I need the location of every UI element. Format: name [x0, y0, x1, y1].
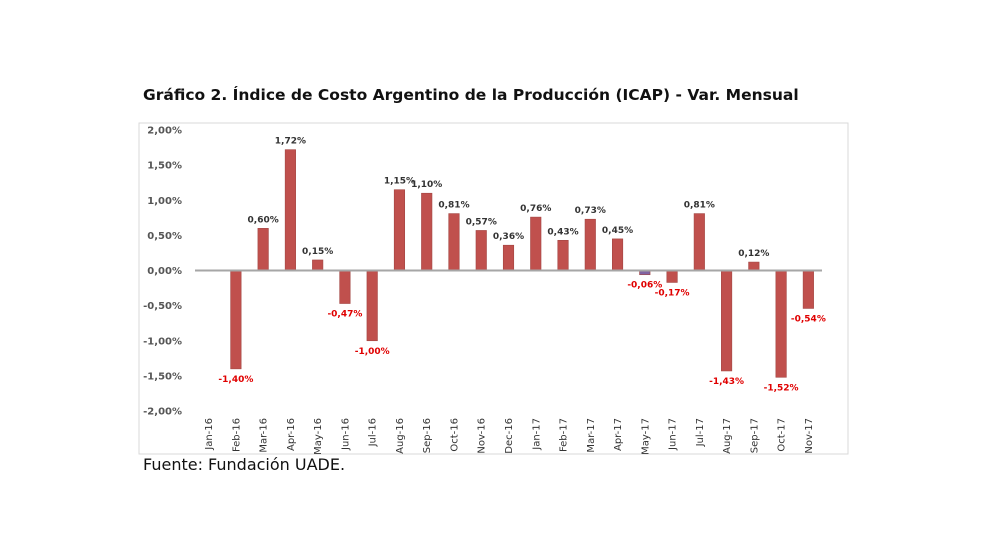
- x-tick-label: Mar-16: [259, 418, 270, 453]
- bar: [584, 218, 596, 271]
- x-tick-label: Aug-16: [395, 418, 406, 454]
- data-label: 0,57%: [466, 217, 497, 227]
- bar: [748, 261, 760, 271]
- bar: [339, 270, 351, 304]
- bar: [530, 216, 542, 271]
- data-labels: -1,40% 0,60% 1,72% 0,15% -0,47% -1,00% 1,15%1,…: [218, 137, 825, 394]
- bar: [312, 259, 324, 271]
- data-label: -0,17%: [655, 288, 690, 298]
- bar: [421, 192, 433, 271]
- x-tick-label: Nov-17: [804, 418, 815, 454]
- x-tick-label: Apr-16: [286, 418, 297, 451]
- x-tick-label: Dec-16: [504, 418, 515, 454]
- bar-series: [230, 149, 814, 378]
- x-tick-label: Sep-16: [422, 418, 433, 453]
- x-tick-label: Jul-16: [368, 418, 379, 447]
- bar: [366, 270, 378, 342]
- x-tick-label: Jan-16: [204, 418, 215, 451]
- data-label: 0,76%: [520, 204, 551, 214]
- x-tick-label: Oct-16: [449, 418, 460, 452]
- bar: [611, 238, 624, 271]
- bar: [284, 149, 296, 271]
- x-tick-label: May-16: [313, 418, 324, 455]
- data-label: -0,47%: [327, 310, 362, 320]
- y-tick-label: 0,50%: [147, 231, 182, 242]
- bar: [802, 270, 814, 309]
- bar: [666, 270, 678, 283]
- bar: [502, 244, 515, 271]
- data-label: -1,52%: [764, 383, 799, 393]
- y-tick-label: -0,50%: [143, 301, 182, 312]
- bar: [775, 270, 787, 378]
- y-tick-label: -2,00%: [143, 407, 182, 418]
- y-tick-label: -1,50%: [143, 371, 182, 382]
- chart-title: Gráfico 2. Índice de Costo Argentino de …: [143, 86, 799, 104]
- y-tick-label: 1,00%: [147, 196, 182, 207]
- data-label: -0,54%: [791, 314, 826, 324]
- data-label: 0,60%: [248, 215, 279, 225]
- x-tick-label: Jan-17: [531, 418, 542, 451]
- y-tick-label: 2,00%: [147, 126, 182, 137]
- data-label: 0,81%: [438, 201, 469, 211]
- x-tick-label: Feb-17: [559, 418, 570, 452]
- bar: [393, 189, 406, 271]
- x-tick-label: Jun-17: [668, 418, 679, 451]
- data-label: -1,43%: [709, 377, 744, 387]
- y-axis: 2,00% 1,50% 1,00% 0,50% 0,00% -0,50% -1,00% -1,…: [143, 126, 182, 418]
- data-label: 0,45%: [602, 226, 633, 236]
- data-label: 1,15%: [384, 177, 415, 187]
- x-tick-label: Aug-17: [722, 418, 733, 454]
- x-tick-label: Apr-17: [613, 418, 624, 451]
- bar: [257, 228, 269, 271]
- x-tick-label: Feb-16: [231, 418, 242, 452]
- bar: [721, 270, 733, 372]
- data-label: 0,43%: [547, 227, 578, 237]
- y-tick-label: -1,00%: [143, 336, 182, 347]
- bar: [230, 270, 242, 370]
- bar: [448, 213, 460, 271]
- x-tick-label: Sep-17: [749, 418, 760, 453]
- data-label: -1,00%: [355, 347, 390, 357]
- data-label: 0,73%: [575, 206, 606, 216]
- data-label: 0,12%: [738, 249, 769, 259]
- bar: [693, 213, 705, 271]
- x-tick-label: Oct-17: [777, 418, 788, 452]
- bar: [475, 230, 487, 271]
- data-label: 1,10%: [411, 180, 442, 190]
- x-tick-label: Jun-16: [340, 418, 351, 451]
- data-label: 0,36%: [493, 232, 524, 242]
- x-tick-label: Jul-17: [695, 418, 706, 447]
- x-tick-label: May-17: [640, 418, 651, 455]
- data-label: -1,40%: [218, 375, 253, 385]
- data-label: 0,15%: [302, 247, 333, 257]
- data-label: -0,06%: [627, 281, 662, 291]
- plot-area-frame: [138, 122, 849, 455]
- data-label: 0,81%: [684, 201, 715, 211]
- y-tick-label: 1,50%: [147, 161, 182, 172]
- bar: [557, 239, 569, 271]
- y-tick-label: 0,00%: [147, 266, 182, 277]
- x-tick-label: Nov-16: [477, 418, 488, 454]
- source-note: Fuente: Fundación UADE.: [143, 455, 346, 474]
- x-axis: Jan-16 Feb-16 Mar-16 Apr-16 May-16 Jun-16 Jul-…: [204, 418, 815, 455]
- x-tick-label: Mar-17: [586, 418, 597, 453]
- data-label: 1,72%: [275, 137, 306, 147]
